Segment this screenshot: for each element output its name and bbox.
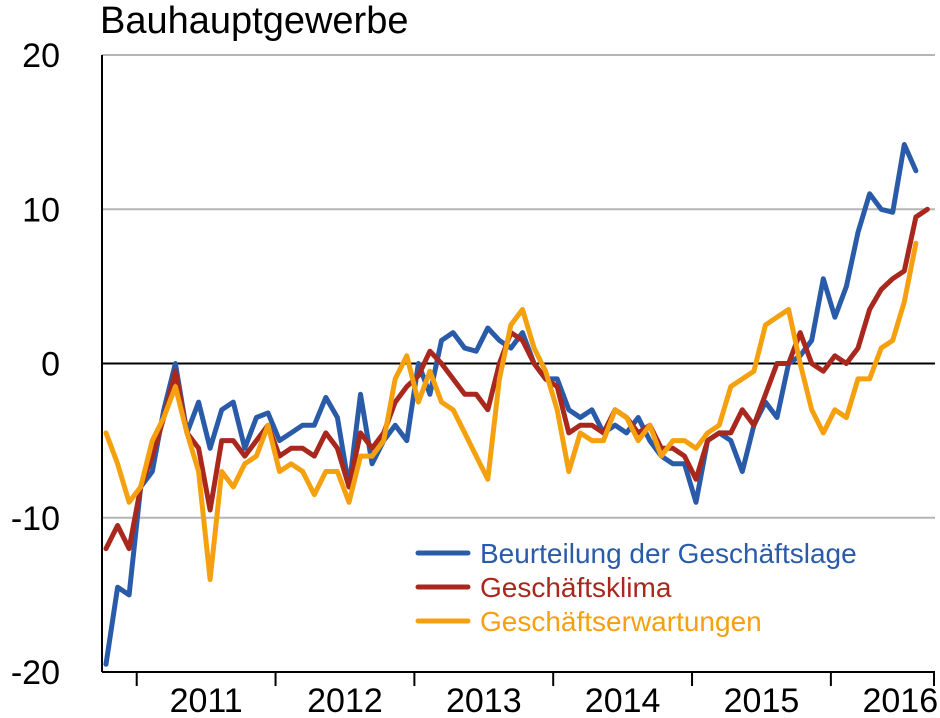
- x-tick-label: 2016: [862, 682, 938, 718]
- legend-label-2: Geschäftsklima: [480, 572, 672, 603]
- legend-label-1: Beurteilung der Geschäftslage: [480, 538, 857, 569]
- y-tick-label: -10: [11, 500, 60, 538]
- series-line-2: [103, 206, 930, 552]
- chart-title: Bauhauptgewerbe: [100, 0, 408, 42]
- x-tick-label: 2011: [170, 682, 243, 718]
- x-tick-label: 2014: [585, 682, 661, 718]
- series-lines: [103, 142, 930, 667]
- y-tick-label: 20: [22, 37, 60, 75]
- y-tick-labels: 20 10 0 -10 -20: [11, 37, 60, 692]
- grid-lines: [102, 54, 935, 519]
- y-tick-label: 10: [22, 191, 60, 229]
- y-tick-label: -20: [11, 654, 60, 692]
- x-tick-label: 2012: [307, 682, 383, 718]
- x-tick-label: 2013: [446, 682, 522, 718]
- series-line-3: [103, 240, 919, 582]
- legend: Beurteilung der GeschäftslageGeschäftskl…: [415, 538, 857, 637]
- x-tick-labels: 2011 2012 2013 2014 2015 2016: [135, 672, 938, 718]
- series-line-1: [103, 142, 919, 667]
- legend-label-3: Geschäftserwartungen: [480, 606, 762, 637]
- x-tick-label: 2015: [724, 682, 800, 718]
- axes: [101, 55, 935, 673]
- y-tick-label: 0: [41, 346, 60, 384]
